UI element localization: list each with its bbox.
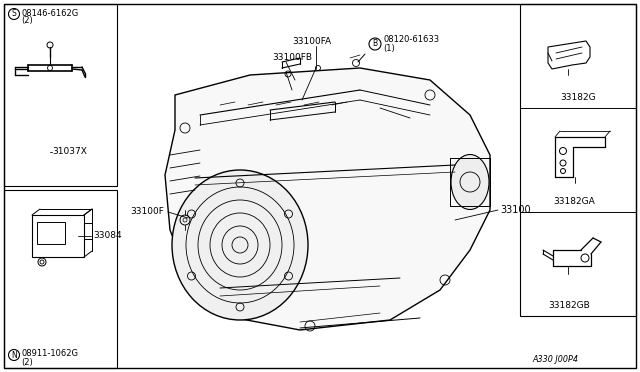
Bar <box>4 4 117 186</box>
Polygon shape <box>165 68 490 330</box>
Text: 33100F: 33100F <box>130 208 164 217</box>
Text: (2): (2) <box>21 16 33 26</box>
Text: 33100: 33100 <box>500 205 531 215</box>
Text: B: B <box>372 39 378 48</box>
Bar <box>37 222 65 244</box>
Text: 31037X: 31037X <box>52 148 87 157</box>
Ellipse shape <box>451 154 489 209</box>
Ellipse shape <box>172 170 308 320</box>
Bar <box>520 4 636 316</box>
Bar <box>4 190 117 368</box>
Text: 08120-61633: 08120-61633 <box>383 35 439 45</box>
Text: N: N <box>11 350 17 359</box>
Text: 33084: 33084 <box>93 231 122 241</box>
Text: S: S <box>12 10 17 19</box>
Text: (1): (1) <box>383 45 395 54</box>
Text: 33100FA: 33100FA <box>292 38 331 46</box>
Bar <box>32 215 84 257</box>
Text: 33182GA: 33182GA <box>553 198 595 206</box>
Bar <box>84 223 92 239</box>
Text: 08146-6162G: 08146-6162G <box>21 9 78 17</box>
Text: 33182GB: 33182GB <box>548 301 589 311</box>
Text: 33100FB: 33100FB <box>272 54 312 62</box>
Text: (2): (2) <box>21 357 33 366</box>
Text: A330 J00P4: A330 J00P4 <box>532 356 578 365</box>
Text: 33182G: 33182G <box>560 93 596 103</box>
Text: 08911-1062G: 08911-1062G <box>21 350 78 359</box>
